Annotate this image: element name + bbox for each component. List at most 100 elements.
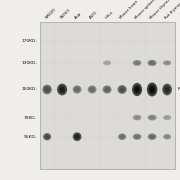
Ellipse shape bbox=[89, 87, 95, 92]
Ellipse shape bbox=[136, 88, 138, 91]
Ellipse shape bbox=[135, 87, 139, 93]
Ellipse shape bbox=[135, 62, 139, 64]
Ellipse shape bbox=[165, 62, 169, 64]
Ellipse shape bbox=[73, 132, 82, 141]
Text: 70KD-: 70KD- bbox=[24, 116, 37, 120]
Ellipse shape bbox=[120, 135, 124, 138]
Ellipse shape bbox=[165, 87, 169, 92]
Ellipse shape bbox=[151, 117, 153, 118]
Text: 170KD-: 170KD- bbox=[21, 39, 37, 43]
Text: Mouse heart: Mouse heart bbox=[119, 0, 139, 20]
Text: 55KD-: 55KD- bbox=[24, 135, 37, 139]
Ellipse shape bbox=[151, 62, 153, 64]
Ellipse shape bbox=[44, 134, 50, 139]
Ellipse shape bbox=[164, 116, 170, 119]
Ellipse shape bbox=[133, 134, 141, 140]
Ellipse shape bbox=[134, 116, 140, 120]
Ellipse shape bbox=[45, 87, 49, 92]
Ellipse shape bbox=[46, 88, 48, 91]
Ellipse shape bbox=[73, 86, 82, 94]
Ellipse shape bbox=[121, 136, 123, 138]
Ellipse shape bbox=[119, 86, 125, 93]
Ellipse shape bbox=[147, 82, 157, 96]
Ellipse shape bbox=[136, 136, 138, 138]
Ellipse shape bbox=[136, 117, 138, 118]
Ellipse shape bbox=[165, 116, 169, 119]
Ellipse shape bbox=[57, 84, 67, 95]
Ellipse shape bbox=[150, 135, 154, 138]
Ellipse shape bbox=[58, 85, 66, 94]
Ellipse shape bbox=[134, 85, 141, 94]
Ellipse shape bbox=[164, 85, 170, 94]
Ellipse shape bbox=[103, 60, 111, 66]
Ellipse shape bbox=[118, 133, 126, 140]
Ellipse shape bbox=[74, 134, 80, 140]
Ellipse shape bbox=[133, 115, 141, 120]
Text: Asip: Asip bbox=[74, 11, 83, 20]
Ellipse shape bbox=[166, 136, 168, 137]
Ellipse shape bbox=[121, 88, 123, 91]
Ellipse shape bbox=[74, 87, 80, 92]
Ellipse shape bbox=[149, 61, 155, 65]
Text: Mouse spleen: Mouse spleen bbox=[134, 0, 156, 20]
Ellipse shape bbox=[104, 87, 110, 92]
Ellipse shape bbox=[164, 135, 170, 139]
Ellipse shape bbox=[75, 135, 79, 139]
Ellipse shape bbox=[75, 88, 79, 91]
Ellipse shape bbox=[103, 86, 111, 94]
Bar bbox=[40, 22, 175, 169]
Ellipse shape bbox=[88, 86, 96, 94]
Ellipse shape bbox=[149, 116, 155, 120]
Ellipse shape bbox=[119, 134, 125, 139]
Ellipse shape bbox=[166, 62, 168, 64]
Ellipse shape bbox=[105, 62, 109, 64]
Ellipse shape bbox=[166, 117, 168, 118]
Text: Rat thymus: Rat thymus bbox=[164, 1, 180, 20]
Ellipse shape bbox=[163, 115, 171, 120]
Ellipse shape bbox=[148, 115, 157, 120]
Ellipse shape bbox=[132, 83, 142, 96]
Ellipse shape bbox=[46, 136, 48, 138]
Ellipse shape bbox=[133, 60, 141, 66]
Ellipse shape bbox=[104, 61, 110, 65]
Ellipse shape bbox=[42, 85, 52, 94]
Ellipse shape bbox=[45, 135, 49, 138]
Ellipse shape bbox=[106, 89, 108, 91]
Ellipse shape bbox=[134, 135, 140, 139]
Text: SW620: SW620 bbox=[44, 7, 57, 20]
Ellipse shape bbox=[105, 88, 109, 91]
Text: SKOV3: SKOV3 bbox=[59, 8, 71, 20]
Ellipse shape bbox=[150, 62, 154, 64]
Ellipse shape bbox=[148, 85, 156, 94]
Ellipse shape bbox=[151, 88, 153, 91]
Ellipse shape bbox=[148, 60, 157, 66]
Ellipse shape bbox=[150, 86, 154, 93]
Ellipse shape bbox=[43, 133, 51, 140]
Text: FOXM1: FOXM1 bbox=[177, 87, 180, 91]
Ellipse shape bbox=[106, 62, 108, 64]
Ellipse shape bbox=[162, 84, 172, 95]
Ellipse shape bbox=[135, 135, 139, 138]
Ellipse shape bbox=[76, 89, 78, 91]
Ellipse shape bbox=[91, 89, 93, 91]
Ellipse shape bbox=[61, 88, 63, 91]
Ellipse shape bbox=[164, 61, 170, 65]
Text: Mouse thymus: Mouse thymus bbox=[149, 0, 172, 20]
Text: 130KD-: 130KD- bbox=[21, 61, 37, 65]
Ellipse shape bbox=[44, 86, 50, 93]
Text: 100KD-: 100KD- bbox=[21, 87, 37, 91]
Ellipse shape bbox=[135, 116, 139, 119]
Ellipse shape bbox=[163, 134, 171, 140]
Ellipse shape bbox=[165, 136, 169, 138]
Ellipse shape bbox=[118, 85, 127, 94]
Text: A431: A431 bbox=[89, 10, 99, 20]
Ellipse shape bbox=[166, 88, 168, 91]
Ellipse shape bbox=[76, 136, 78, 138]
Ellipse shape bbox=[148, 134, 156, 140]
Ellipse shape bbox=[151, 136, 153, 138]
Ellipse shape bbox=[120, 87, 124, 91]
Ellipse shape bbox=[134, 61, 140, 65]
Ellipse shape bbox=[90, 88, 94, 91]
Ellipse shape bbox=[136, 62, 138, 64]
Ellipse shape bbox=[149, 134, 155, 139]
